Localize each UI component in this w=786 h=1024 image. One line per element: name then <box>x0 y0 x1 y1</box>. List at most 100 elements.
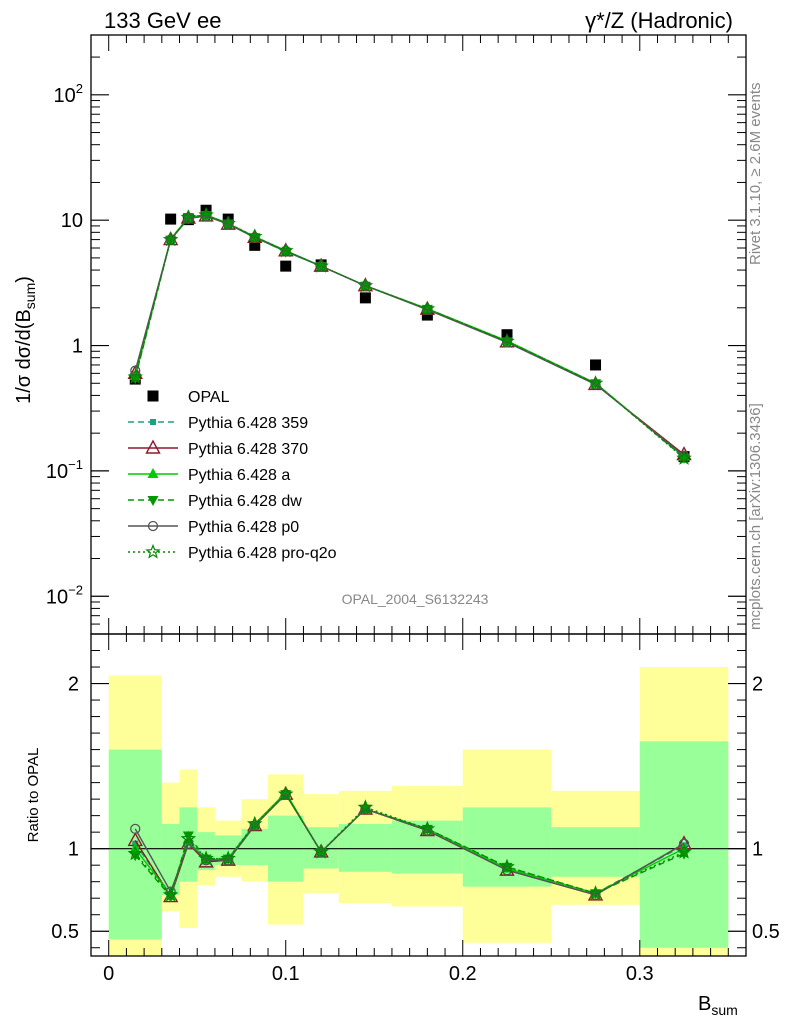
x-tick-label: 0.2 <box>449 963 477 985</box>
ratio-y-tick-label-right: 1 <box>752 839 763 861</box>
data-point-pythia-6-428-pro-q2o <box>499 333 515 348</box>
legend-label: Pythia 6.428 pro-q2o <box>188 545 337 562</box>
ratio-band-inner <box>338 823 392 872</box>
data-point-opal <box>249 239 261 251</box>
series-pythia-6-428-pro-q2o <box>127 786 692 902</box>
data-point-pythia-6-428-pro-q2o <box>180 209 197 225</box>
ratio-band-inner <box>161 823 180 895</box>
data-point-pythia-6-428-p0 <box>678 838 690 849</box>
legend-marker <box>150 419 156 425</box>
legend-label: Pythia 6.428 359 <box>188 415 308 432</box>
data-point-pythia-6-428-pro-q2o <box>313 257 329 273</box>
data-point-pythia-6-428-p0 <box>590 379 601 390</box>
series-line-pythia-6-428-pro-q2o <box>134 214 685 459</box>
legend-entry-pythia-6-428-370: Pythia 6.428 370 <box>128 439 308 458</box>
data-point-pythia-6-428-pro-q2o <box>676 843 692 859</box>
data-point-pythia-6-428-p0 <box>200 855 212 866</box>
data-point-pythia-6-428-pro-q2o <box>587 885 604 900</box>
ratio-uncertainty-bands <box>91 667 746 956</box>
data-point-pythia-6-428-p0 <box>200 210 212 222</box>
ratio-plot-panel: 0.5 0.5 1 1 2 2 0 0.1 0.2 0.3 Ratio to OPAL Bsum <box>25 633 780 1018</box>
legend-entry-pythia-6-428-pro-q2o: Pythia 6.428 pro-q2o <box>128 543 337 562</box>
y-tick-label: 10−1 <box>46 457 83 483</box>
y-tick-label: 1 <box>72 336 83 358</box>
legend-marker <box>147 520 159 532</box>
legend-marker <box>147 468 159 478</box>
legend-marker <box>145 543 161 559</box>
ratio-y-tick-label: 0.5 <box>51 921 79 943</box>
data-point-pythia-6-428-pro-q2o <box>246 228 263 244</box>
data-point-pythia-6-428-pro-q2o <box>499 858 515 874</box>
legend-marker <box>145 439 161 454</box>
ratio-band-inner <box>241 828 269 866</box>
data-point-pythia-6-428-p0 <box>422 304 433 315</box>
legend-entry-pythia-6-428-359: Pythia 6.428 359 <box>128 415 308 432</box>
mcplots-label: mcplots.cern.ch [arXiv:1306.3436] <box>747 403 764 630</box>
main-plot-axes: 10−2 10−1 1 10 102 <box>46 34 746 635</box>
legend-marker <box>147 390 159 402</box>
data-point-pythia-6-428-p0 <box>501 337 513 348</box>
x-axis-label: Bsum <box>698 993 738 1018</box>
data-point-pythia-6-428-p0 <box>223 855 234 866</box>
data-point-pythia-6-428-p0 <box>501 864 513 876</box>
legend-entry-pythia-6-428-a: Pythia 6.428 a <box>128 467 290 484</box>
ratio-y-tick-label: 2 <box>68 674 79 696</box>
ratio-band-inner <box>551 827 640 877</box>
data-point-pythia-6-428-p0 <box>360 803 371 815</box>
data-point-pythia-6-428-pro-q2o <box>220 215 236 231</box>
ratio-plot-marks <box>127 785 692 903</box>
data-point-pythia-6-428-dw <box>129 374 141 385</box>
main-y-axis-label: 1/σ dσ/d(Bsum) <box>13 276 38 404</box>
data-point-opal <box>359 292 371 304</box>
legend-label: Pythia 6.428 p0 <box>188 519 299 536</box>
main-plot-panel: 10−2 10−1 1 10 102 OPAL_2004_S6132243 1/σ dσ… <box>13 34 747 635</box>
data-point-pythia-6-428-p0 <box>249 820 260 831</box>
main-plot-marks <box>127 204 692 465</box>
data-point-pythia-6-428-pro-q2o <box>246 815 263 831</box>
y-tick-label: 10−2 <box>46 582 83 608</box>
legend-entry-pythia-6-428-dw: Pythia 6.428 dw <box>128 493 302 510</box>
data-point-opal <box>280 260 292 272</box>
legend-entry-pythia-6-428-p0: Pythia 6.428 p0 <box>128 519 299 536</box>
ratio-plot-axes: 0.5 0.5 1 1 2 2 0 0.1 0.2 0.3 <box>51 634 780 985</box>
y-tick-label: 10 <box>61 210 83 232</box>
data-point-pythia-6-428-dw <box>182 831 194 842</box>
header-left: 133 GeV ee <box>104 8 221 33</box>
data-point-pythia-6-428-p0 <box>249 232 260 243</box>
ratio-y-tick-label: 1 <box>68 839 79 861</box>
ratio-y-tick-label-right: 2 <box>752 674 763 696</box>
x-tick-label: 0 <box>103 963 114 985</box>
legend-label: OPAL <box>188 389 230 406</box>
legend-label: Pythia 6.428 dw <box>188 493 302 510</box>
data-point-pythia-6-428-pro-q2o <box>277 786 294 801</box>
data-point-pythia-6-428-pro-q2o <box>198 206 214 222</box>
data-point-pythia-6-428-pro-q2o <box>127 368 144 384</box>
legend: OPAL Pythia 6.428 359 Pythia 6.428 370 Pyth… <box>128 389 337 562</box>
data-point-pythia-6-428-pro-q2o <box>180 830 197 846</box>
header-right: γ*/Z (Hadronic) <box>585 8 733 33</box>
legend-label: Pythia 6.428 a <box>188 467 290 484</box>
data-point-pythia-6-428-p0 <box>223 218 234 230</box>
data-point-pythia-6-428-pro-q2o <box>419 300 436 316</box>
legend-entry-opal: OPAL <box>147 389 230 406</box>
data-point-pythia-6-428-p0 <box>130 823 141 835</box>
legend-label: Pythia 6.428 370 <box>188 441 308 458</box>
data-point-pythia-6-428-pro-q2o <box>676 450 692 465</box>
ratio-y-axis-label: Ratio to OPAL <box>25 748 42 843</box>
data-point-pythia-6-428-p0 <box>422 825 433 836</box>
ratio-band-inner <box>462 807 552 887</box>
data-point-pythia-6-428-p0 <box>590 889 601 901</box>
data-point-opal <box>165 213 177 225</box>
x-tick-label: 0.1 <box>272 963 300 985</box>
data-point-pythia-6-428-pro-q2o <box>419 820 436 836</box>
data-point-pythia-6-428-pro-q2o <box>313 843 329 859</box>
data-point-pythia-6-428-p0 <box>183 213 194 224</box>
x-tick-label: 0.3 <box>626 963 654 985</box>
data-point-opal <box>590 359 602 371</box>
legend-marker <box>147 496 159 506</box>
data-point-pythia-6-428-pro-q2o <box>162 886 179 902</box>
data-point-pythia-6-428-pro-q2o <box>587 375 604 390</box>
data-point-pythia-6-428-pro-q2o <box>198 850 214 866</box>
rivet-label: Rivet 3.1.10, ≥ 2.6M events <box>747 83 764 266</box>
